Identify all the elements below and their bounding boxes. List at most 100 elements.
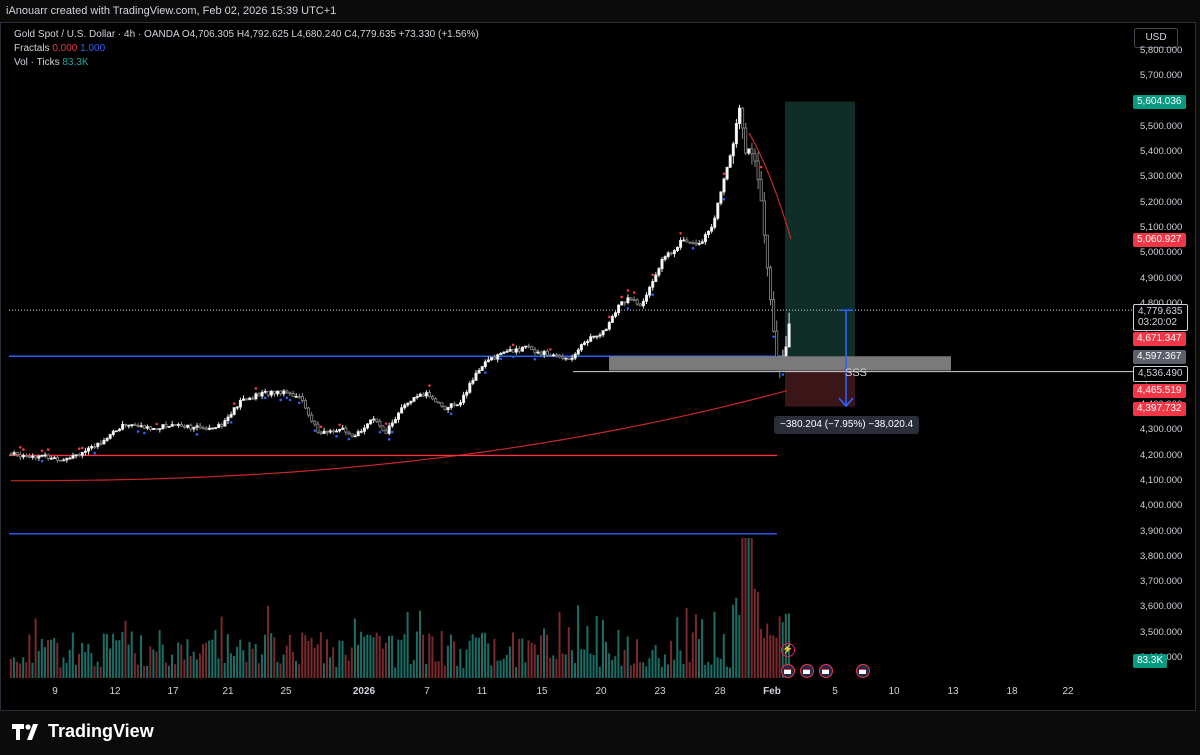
price-chart[interactable] xyxy=(1,23,1195,710)
candle-body xyxy=(604,328,608,332)
candle-body xyxy=(49,457,53,460)
candle-body xyxy=(586,340,590,344)
candle-body xyxy=(685,239,689,243)
volume-bar xyxy=(546,634,549,678)
us-event-icon[interactable] xyxy=(800,664,814,678)
fractal-down-marker xyxy=(691,246,695,250)
candle-body xyxy=(338,429,342,432)
candle-body xyxy=(446,407,450,410)
volume-bar xyxy=(260,654,263,678)
tradingview-logo[interactable]: TradingView xyxy=(12,721,154,742)
footer: TradingView xyxy=(0,711,1200,755)
candle-body xyxy=(552,354,556,357)
fractal-down-marker xyxy=(484,371,487,374)
volume-bar xyxy=(688,661,691,678)
measure-tooltip: −380.204 (−7.95%) −38,020.4 xyxy=(774,416,920,434)
symbol-legend[interactable]: Gold Spot / U.S. Dollar · 4h · OANDA O4,… xyxy=(14,29,479,40)
candle-body xyxy=(201,427,205,430)
volume-bar xyxy=(403,634,406,678)
candle-body xyxy=(570,357,574,360)
volume-bar xyxy=(164,662,167,678)
volume-bar xyxy=(710,664,713,678)
volume-bar xyxy=(264,634,266,678)
fractal-down-marker xyxy=(263,396,267,400)
time-tick-label: 5 xyxy=(832,686,838,697)
volume-legend[interactable]: Vol · Ticks 83.3K xyxy=(14,57,89,68)
time-tick-label: 12 xyxy=(109,686,121,697)
candle-body xyxy=(710,226,714,232)
candle-body xyxy=(452,403,456,406)
slow-moving-average xyxy=(10,390,788,482)
volume-bar xyxy=(409,663,412,678)
us-event-icon[interactable] xyxy=(819,664,833,678)
volume-bar xyxy=(459,649,462,678)
candle-body xyxy=(437,401,441,404)
candle-body xyxy=(440,402,444,407)
volume-bar xyxy=(456,666,459,678)
brand-name: TradingView xyxy=(48,721,154,741)
volume-bar xyxy=(285,645,288,678)
volume-bar xyxy=(152,649,155,678)
time-tick-label: 18 xyxy=(1006,686,1018,697)
volume-bar xyxy=(332,647,335,678)
volume-bar xyxy=(121,632,124,678)
volume-bar xyxy=(198,653,201,678)
chart-pane[interactable] xyxy=(0,22,1196,711)
volume-bar xyxy=(133,653,136,678)
volume-bar xyxy=(577,605,580,678)
candle-body xyxy=(372,418,376,421)
volume-bar xyxy=(338,640,341,678)
volume-bar xyxy=(276,661,279,678)
lightning-event-icon[interactable]: ⚡ xyxy=(781,643,795,657)
us-event-icon[interactable] xyxy=(781,664,795,678)
volume-bar xyxy=(28,634,31,678)
volume-bar xyxy=(468,640,471,678)
volume-bar xyxy=(512,632,514,678)
candle-body xyxy=(15,452,19,455)
candle-body xyxy=(750,148,754,155)
fractal-up-marker xyxy=(428,384,431,387)
candle-body xyxy=(189,424,193,430)
volume-bar xyxy=(428,633,431,678)
volume-bar xyxy=(713,611,716,678)
volume-bar xyxy=(465,649,468,678)
fractals-legend[interactable]: Fractals 0.000 1.000 xyxy=(14,43,106,54)
high-value: 4,792.625 xyxy=(244,29,289,40)
candle-body xyxy=(121,423,125,430)
candle-body xyxy=(672,250,676,255)
time-tick-label: 7 xyxy=(424,686,430,697)
volume-bar xyxy=(691,632,694,678)
volume-bar xyxy=(521,638,524,678)
candle-body xyxy=(170,424,174,427)
candle-body xyxy=(558,355,562,358)
fractal-up-marker xyxy=(77,447,81,450)
candle-body xyxy=(266,390,270,396)
candle-body xyxy=(400,407,404,414)
price-tick-label: 3,500.000 xyxy=(1140,626,1183,638)
candle-body xyxy=(214,427,218,430)
candle-body xyxy=(666,252,670,257)
fractal-down-marker xyxy=(378,430,382,434)
us-event-icon[interactable] xyxy=(856,664,870,678)
volume-bar xyxy=(725,666,728,678)
candle-body xyxy=(341,427,345,430)
volume-bar xyxy=(747,538,750,678)
volume-bar xyxy=(753,588,756,678)
candle-body xyxy=(353,435,357,438)
candle-body xyxy=(728,155,732,168)
volume-bar xyxy=(660,666,663,678)
candle-body xyxy=(738,107,742,124)
top-bar: iAnouarr created with TradingView.com, F… xyxy=(0,0,1200,22)
candle-body xyxy=(527,345,531,348)
volume-bar xyxy=(422,634,425,678)
volume-bar xyxy=(750,538,753,678)
price-tick-label: 5,700.000 xyxy=(1140,70,1183,82)
candle-body xyxy=(496,354,500,360)
candle-body xyxy=(276,390,280,395)
volume-bar xyxy=(586,625,589,678)
candle-body xyxy=(589,336,593,342)
currency-selector[interactable]: USD xyxy=(1134,28,1178,48)
candle-body xyxy=(772,299,776,332)
fractal-up-marker xyxy=(679,231,682,235)
volume-bar xyxy=(431,636,434,678)
